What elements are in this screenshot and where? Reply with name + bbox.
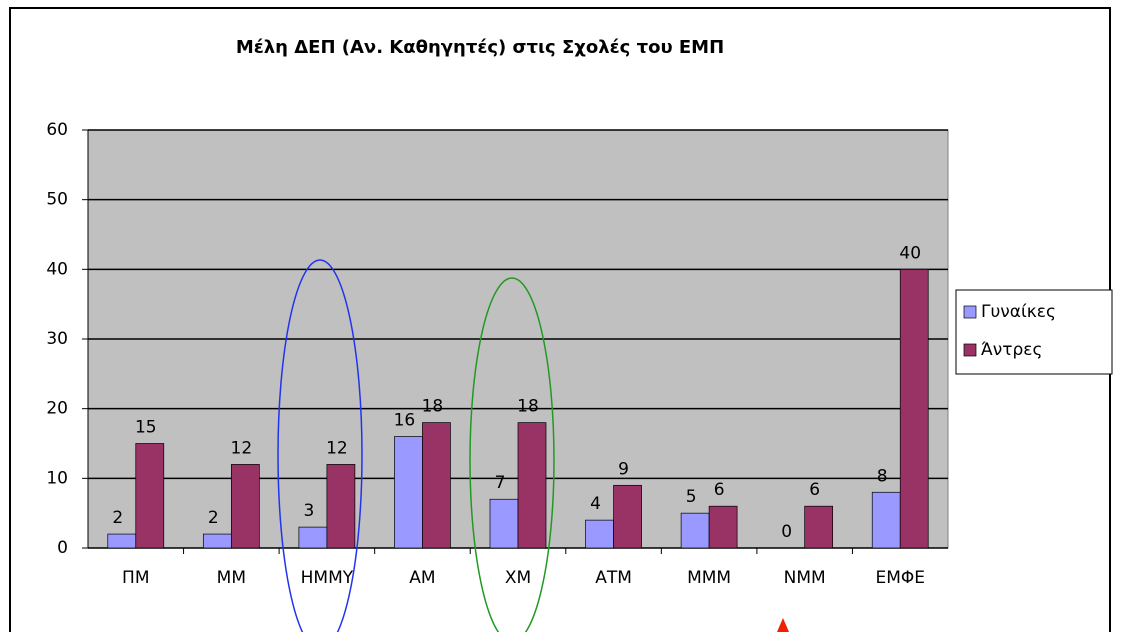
bar <box>107 533 137 549</box>
bar <box>422 422 451 549</box>
x-tick-label: ΠΜ <box>122 568 149 588</box>
x-tick-label: ΗΜΜΥ <box>301 568 354 588</box>
x-tick-label: ΑΤΜ <box>595 568 632 588</box>
y-tick-label: 50 <box>46 190 68 210</box>
data-label: 3 <box>303 501 314 521</box>
data-label: 18 <box>517 397 539 417</box>
bar <box>298 526 328 549</box>
legend-swatch <box>963 305 977 319</box>
data-label: 5 <box>686 487 697 507</box>
x-tick-label: ΑΜ <box>409 568 435 588</box>
bar <box>871 491 901 549</box>
bar <box>680 512 710 549</box>
highlight-ellipse <box>277 259 363 632</box>
data-label: 40 <box>899 243 921 263</box>
bar <box>613 484 642 549</box>
data-label: 7 <box>495 473 506 493</box>
data-label: 15 <box>135 418 157 438</box>
bar <box>489 498 519 549</box>
data-label: 12 <box>231 438 253 458</box>
data-label: 6 <box>714 480 725 500</box>
y-tick-label: 10 <box>46 468 68 488</box>
data-label: 12 <box>326 438 348 458</box>
y-tick-label: 30 <box>46 329 68 349</box>
legend-label: Γυναίκες <box>981 302 1056 322</box>
legend-label: Άντρες <box>981 340 1042 360</box>
bar <box>394 436 423 549</box>
bar <box>708 505 738 549</box>
data-label: 2 <box>208 508 219 528</box>
y-tick-label: 0 <box>57 538 68 558</box>
x-tick-label: ΜΜΜ <box>687 568 731 588</box>
legend-box <box>955 289 1113 375</box>
y-tick-label: 20 <box>46 399 68 419</box>
chart-title: Μέλη ΔΕΠ (Αν. Καθηγητές) στις Σχολές του… <box>236 37 724 58</box>
data-label: 18 <box>422 397 444 417</box>
y-tick-label: 40 <box>46 259 68 279</box>
pointer-arrow <box>777 618 789 632</box>
x-tick-label: ΝΜΜ <box>784 568 826 588</box>
legend-swatch <box>963 343 977 357</box>
bar <box>135 443 165 549</box>
bar <box>899 268 929 549</box>
y-tick-label: 60 <box>46 120 68 140</box>
bar <box>326 464 356 549</box>
data-label: 8 <box>877 466 888 486</box>
data-label: 2 <box>112 508 123 528</box>
bar <box>517 422 547 549</box>
x-tick-label: ΕΜΦΕ <box>875 568 925 588</box>
data-label: 4 <box>590 494 601 514</box>
bar <box>202 533 232 549</box>
x-tick-label: ΧΜ <box>505 568 531 588</box>
highlight-ellipse <box>469 277 555 632</box>
data-label: 6 <box>809 480 820 500</box>
x-tick-label: ΜΜ <box>217 568 246 588</box>
data-label: 16 <box>394 411 416 431</box>
data-label: 0 <box>781 522 792 542</box>
bar <box>804 505 834 549</box>
data-label: 9 <box>618 459 629 479</box>
bar <box>230 464 260 549</box>
bar <box>585 519 614 549</box>
